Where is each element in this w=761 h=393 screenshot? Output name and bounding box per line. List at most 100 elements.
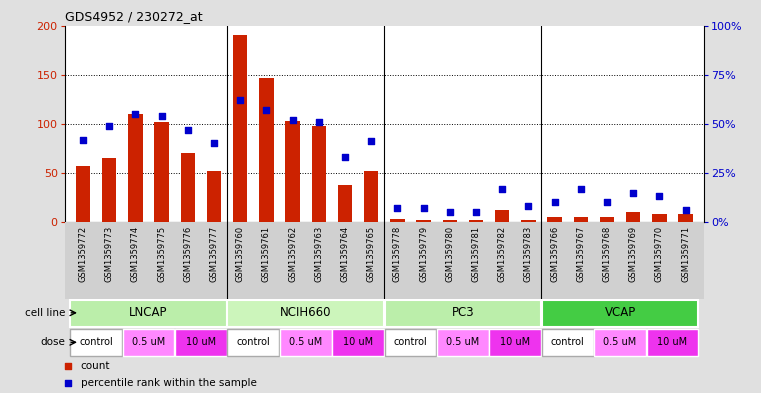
Text: GSM1359777: GSM1359777 [209, 226, 218, 282]
Text: GSM1359775: GSM1359775 [157, 226, 166, 282]
Text: GSM1359761: GSM1359761 [262, 226, 271, 282]
Point [627, 189, 639, 196]
Text: dose: dose [40, 337, 65, 347]
Bar [652, 214, 667, 222]
Bar [338, 185, 352, 222]
Text: control: control [393, 337, 428, 347]
Text: 10 uM: 10 uM [658, 337, 687, 347]
Point [339, 154, 351, 160]
Bar [70, 300, 227, 327]
Text: PC3: PC3 [451, 306, 474, 320]
Bar [416, 220, 431, 222]
Point [549, 199, 561, 206]
Bar [70, 329, 122, 356]
Bar [285, 121, 300, 222]
Bar [469, 220, 483, 222]
Text: GSM1359762: GSM1359762 [288, 226, 297, 282]
Text: GSM1359765: GSM1359765 [367, 226, 376, 282]
Point [418, 205, 430, 211]
Point [575, 185, 587, 192]
Text: control: control [551, 337, 584, 347]
Bar [311, 126, 326, 222]
Text: GSM1359764: GSM1359764 [340, 226, 349, 282]
Bar [180, 153, 195, 222]
Point [407, 143, 419, 150]
Bar [594, 329, 646, 356]
Text: GSM1359776: GSM1359776 [183, 226, 193, 282]
Text: GSM1359767: GSM1359767 [576, 226, 585, 282]
Point [522, 203, 534, 209]
Text: 10 uM: 10 uM [186, 337, 216, 347]
Text: GSM1359778: GSM1359778 [393, 226, 402, 282]
Bar [384, 329, 437, 356]
Text: GDS4952 / 230272_at: GDS4952 / 230272_at [65, 10, 202, 23]
Bar [647, 329, 699, 356]
Text: 0.5 uM: 0.5 uM [446, 337, 479, 347]
Bar [626, 212, 641, 222]
Bar [489, 329, 541, 356]
Bar [521, 220, 536, 222]
Bar [228, 329, 279, 356]
Text: LNCAP: LNCAP [129, 306, 167, 320]
Bar [123, 329, 174, 356]
Text: 10 uM: 10 uM [500, 337, 530, 347]
Bar [233, 35, 247, 222]
Text: GSM1359772: GSM1359772 [78, 226, 88, 282]
Bar [175, 329, 227, 356]
Text: GSM1359779: GSM1359779 [419, 226, 428, 282]
Point [444, 209, 456, 215]
Text: 0.5 uM: 0.5 uM [132, 337, 165, 347]
Point [77, 136, 89, 143]
Bar [495, 210, 509, 222]
Point [129, 111, 142, 117]
Bar [332, 329, 384, 356]
Point [260, 107, 272, 113]
Text: GSM1359769: GSM1359769 [629, 226, 638, 282]
Bar [260, 77, 274, 222]
Text: GSM1359768: GSM1359768 [603, 226, 612, 282]
Text: GSM1359771: GSM1359771 [681, 226, 690, 282]
Bar [364, 171, 378, 222]
Text: GSM1359760: GSM1359760 [236, 226, 245, 282]
Text: control: control [79, 337, 113, 347]
Bar [76, 166, 91, 222]
Text: GSM1359763: GSM1359763 [314, 226, 323, 282]
Text: GSM1359783: GSM1359783 [524, 226, 533, 282]
Point [680, 207, 692, 213]
Bar [154, 122, 169, 222]
Point [208, 140, 220, 147]
Bar [228, 300, 384, 327]
Point [234, 97, 247, 103]
Text: 0.5 uM: 0.5 uM [603, 337, 637, 347]
Text: GSM1359773: GSM1359773 [105, 226, 113, 282]
Point [313, 119, 325, 125]
Bar [542, 329, 594, 356]
Bar [600, 217, 614, 222]
Point [470, 209, 482, 215]
Point [365, 138, 377, 145]
Point [601, 199, 613, 206]
Point [391, 205, 403, 211]
Bar [280, 329, 332, 356]
Point [653, 193, 665, 200]
Text: control: control [237, 337, 270, 347]
Text: GSM1359780: GSM1359780 [445, 226, 454, 282]
Text: GSM1359782: GSM1359782 [498, 226, 507, 282]
Bar [102, 158, 116, 222]
Text: 10 uM: 10 uM [343, 337, 373, 347]
Text: GSM1359770: GSM1359770 [655, 226, 664, 282]
Text: GSM1359781: GSM1359781 [472, 226, 480, 282]
Text: NCIH660: NCIH660 [280, 306, 332, 320]
Text: GSM1359774: GSM1359774 [131, 226, 140, 282]
Point [407, 295, 419, 301]
Text: VCAP: VCAP [604, 306, 635, 320]
Point [182, 127, 194, 133]
Text: count: count [81, 361, 110, 371]
Bar [542, 300, 699, 327]
Point [496, 185, 508, 192]
Bar [547, 217, 562, 222]
Bar [437, 329, 489, 356]
Text: GSM1359766: GSM1359766 [550, 226, 559, 282]
Bar [384, 300, 541, 327]
Text: percentile rank within the sample: percentile rank within the sample [81, 378, 256, 387]
